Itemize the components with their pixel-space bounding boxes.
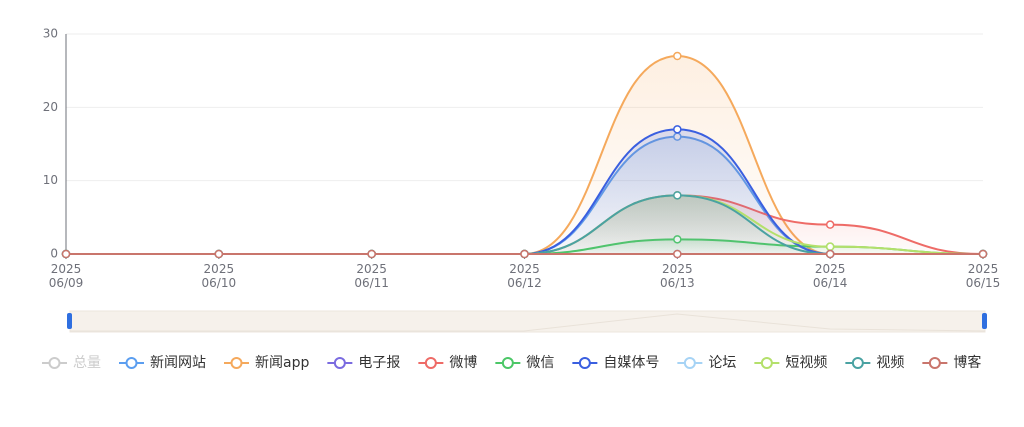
legend-item[interactable]: 电子报 — [327, 355, 400, 371]
legend-item[interactable]: 新闻app — [224, 355, 309, 371]
legend-marker — [760, 357, 773, 369]
data-point — [673, 191, 682, 200]
legend-item[interactable]: 微博 — [418, 354, 477, 371]
legend-label: 总量 — [73, 355, 101, 371]
legend-label: 短视频 — [785, 355, 827, 371]
legend-label: 微博 — [449, 354, 477, 371]
legend-marker — [48, 357, 61, 369]
legend-marker — [501, 357, 514, 369]
data-point — [214, 249, 224, 259]
legend-item[interactable]: 视频 — [845, 355, 904, 371]
zoom-handle-right[interactable] — [982, 313, 987, 329]
legend-marker — [230, 357, 243, 369]
legend-item[interactable]: 短视频 — [754, 355, 827, 371]
legend-marker — [333, 357, 346, 369]
legend-label: 自媒体号 — [603, 355, 659, 371]
legend-marker — [928, 357, 941, 369]
legend-item[interactable]: 新闻网站 — [119, 355, 206, 371]
data-point — [825, 220, 835, 229]
legend-marker — [125, 357, 138, 369]
legend-label: 电子报 — [358, 355, 400, 371]
legend-marker — [578, 357, 591, 369]
x-tick-label: 2025 06/12 — [507, 262, 542, 290]
legend-marker — [683, 357, 696, 369]
data-point — [520, 249, 529, 259]
x-tick-label: 2025 06/09 — [49, 262, 84, 290]
data-point — [978, 249, 988, 259]
data-point — [61, 249, 71, 259]
legend-label: 博客 — [953, 354, 981, 371]
x-tick-label: 2025 06/11 — [354, 262, 389, 290]
legend-item[interactable]: 自媒体号 — [572, 355, 659, 371]
y-tick-label: 10 — [43, 173, 58, 187]
data-point — [825, 249, 835, 259]
x-tick-label: 2025 06/14 — [813, 262, 848, 290]
data-point — [673, 51, 682, 61]
zoom-handle-left[interactable] — [67, 313, 72, 329]
x-tick-label: 2025 06/13 — [660, 262, 695, 290]
legend-item[interactable]: 微信 — [495, 355, 554, 371]
data-point — [825, 242, 835, 251]
data-point — [673, 125, 682, 134]
x-tick-label: 2025 06/15 — [966, 262, 1001, 290]
legend-item[interactable]: 论坛 — [677, 355, 736, 371]
legend-item[interactable]: 总量 — [42, 355, 101, 371]
data-point — [367, 249, 376, 259]
legend-label: 论坛 — [708, 355, 736, 371]
legend-label: 微信 — [526, 355, 554, 371]
x-tick-label: 2025 06/10 — [202, 262, 237, 290]
legend-label: 新闻app — [255, 355, 309, 371]
series-area — [66, 195, 983, 254]
y-tick-label: 20 — [43, 100, 58, 114]
zoom-preview — [70, 313, 986, 332]
legend-item[interactable]: 博客 — [922, 354, 981, 371]
legend-marker — [424, 357, 437, 369]
y-tick-label: 0 — [50, 247, 58, 261]
y-tick-label: 30 — [43, 27, 58, 41]
legend-marker — [851, 357, 864, 369]
legend-label: 新闻网站 — [150, 355, 206, 371]
data-point — [673, 249, 682, 259]
legend-label: 视频 — [876, 355, 904, 371]
